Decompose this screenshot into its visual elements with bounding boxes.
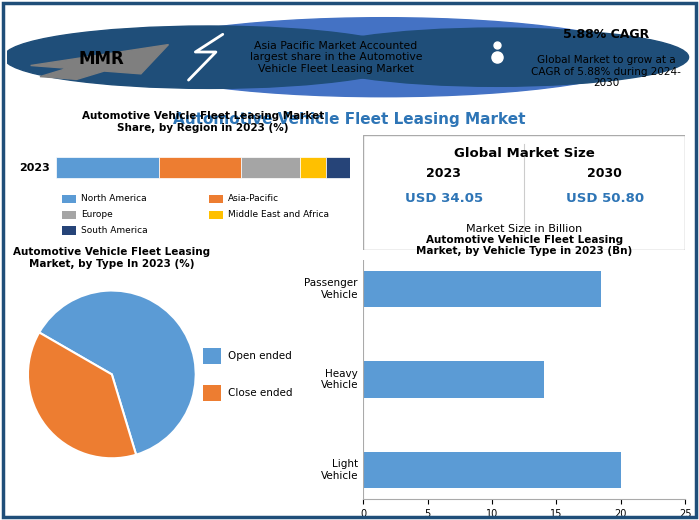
Text: 2030: 2030 xyxy=(587,167,622,180)
Bar xyxy=(326,157,350,178)
Text: North America: North America xyxy=(81,194,147,203)
Text: Asia-Pacific: Asia-Pacific xyxy=(228,194,279,203)
Bar xyxy=(62,226,76,235)
Text: USD 34.05: USD 34.05 xyxy=(405,192,483,205)
Bar xyxy=(203,347,221,363)
Text: MMR: MMR xyxy=(79,50,124,68)
Circle shape xyxy=(124,18,644,97)
Title: Automotive Vehicle Fleet Leasing Market
Share, by Region in 2023 (%): Automotive Vehicle Fleet Leasing Market … xyxy=(82,111,324,133)
Text: Global Market to grow at a
CAGR of 5.88% during 2024-
2030: Global Market to grow at a CAGR of 5.88%… xyxy=(531,55,682,88)
Text: 2023: 2023 xyxy=(20,163,50,173)
Text: 5.88% CAGR: 5.88% CAGR xyxy=(563,28,649,41)
Circle shape xyxy=(305,28,689,86)
Bar xyxy=(203,385,221,401)
FancyArrow shape xyxy=(31,45,168,80)
Bar xyxy=(208,195,223,203)
Title: Automotive Vehicle Fleet Leasing
Market, by Vehicle Type in 2023 (Bn): Automotive Vehicle Fleet Leasing Market,… xyxy=(416,235,633,256)
Title: Automotive Vehicle Fleet Leasing
Market, by Type In 2023 (%): Automotive Vehicle Fleet Leasing Market,… xyxy=(13,247,210,269)
Text: Middle East and Africa: Middle East and Africa xyxy=(228,210,329,219)
Bar xyxy=(62,211,76,219)
Text: Automotive Vehicle Fleet Leasing Market: Automotive Vehicle Fleet Leasing Market xyxy=(173,112,526,127)
Bar xyxy=(56,157,159,178)
Wedge shape xyxy=(28,332,136,458)
Text: USD 50.80: USD 50.80 xyxy=(565,192,644,205)
Text: 2023: 2023 xyxy=(426,167,461,180)
Text: Close ended: Close ended xyxy=(228,388,292,398)
Bar xyxy=(363,271,601,307)
Text: Open ended: Open ended xyxy=(228,350,291,360)
FancyBboxPatch shape xyxy=(363,135,685,250)
Text: Europe: Europe xyxy=(81,210,113,219)
Bar xyxy=(241,157,300,178)
Bar xyxy=(208,211,223,219)
Bar xyxy=(363,361,544,398)
Bar xyxy=(300,157,326,178)
Text: Market Size in Billion: Market Size in Billion xyxy=(466,225,582,235)
Text: Asia Pacific Market Accounted
largest share in the Automotive
Vehicle Fleet Leas: Asia Pacific Market Accounted largest sh… xyxy=(250,41,422,74)
Text: Global Market Size: Global Market Size xyxy=(454,147,595,160)
Bar xyxy=(363,452,621,488)
Wedge shape xyxy=(39,291,196,454)
Bar xyxy=(159,157,241,178)
Text: South America: South America xyxy=(81,226,147,235)
Circle shape xyxy=(3,26,415,88)
Bar xyxy=(62,195,76,203)
